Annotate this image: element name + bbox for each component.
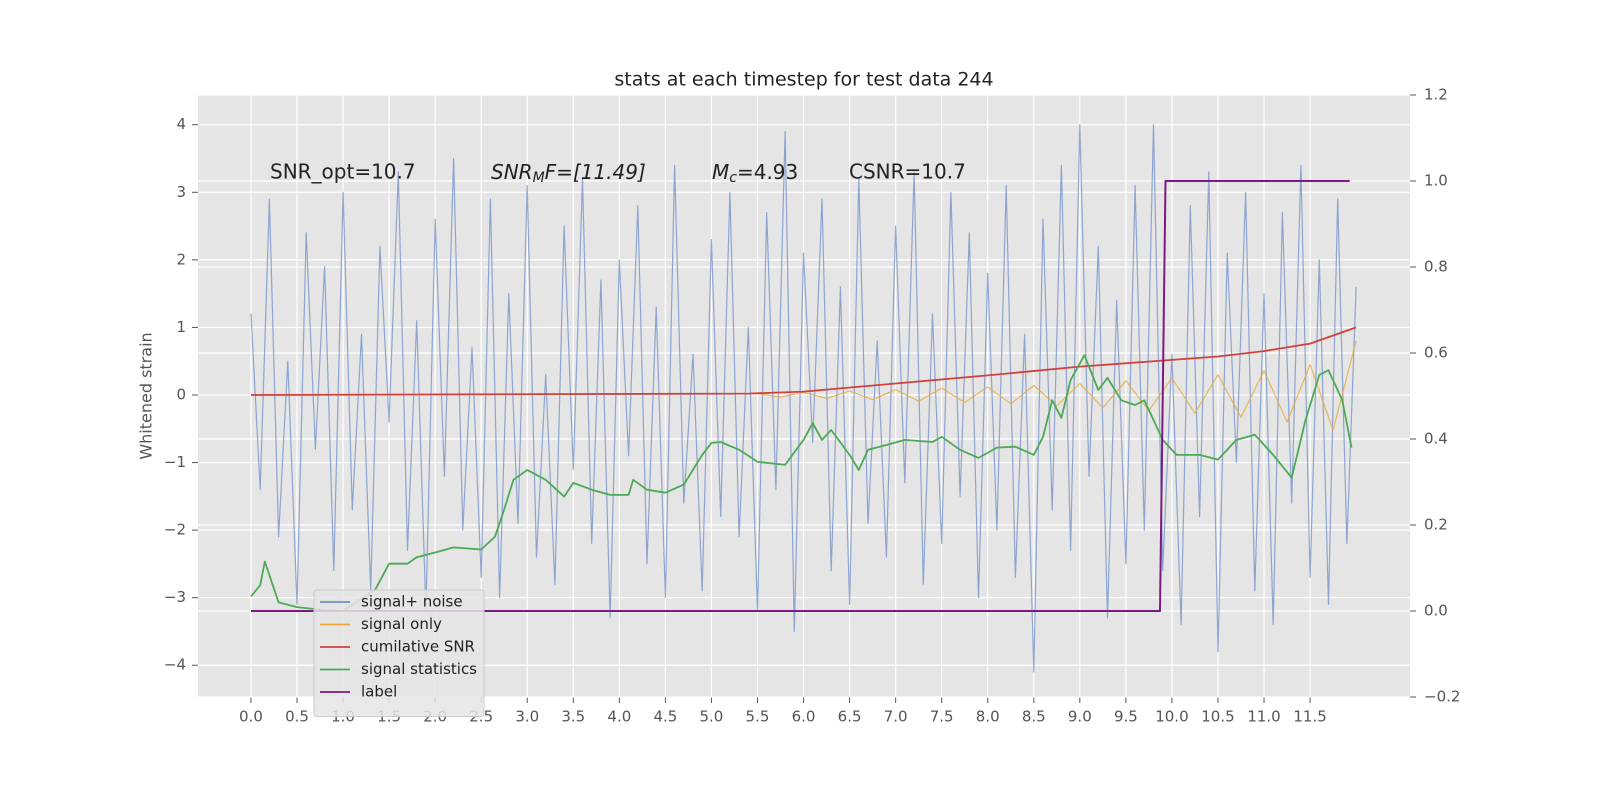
annotation-rest: F=[11.49] — [545, 160, 646, 184]
y-tick-label: −3 — [164, 588, 186, 606]
x-tick-label: 6.0 — [792, 708, 816, 726]
series-line — [250, 124, 1357, 673]
annotations: SNR_opt=10.7 SNRMF=[11.49] Mc=4.93 CSNR=10.… — [270, 160, 966, 187]
y2-tick-label: 1.0 — [1424, 172, 1448, 190]
y2-tick-label: 1.2 — [1424, 86, 1448, 104]
marks — [250, 124, 1357, 673]
x-tick-label: 10.0 — [1155, 708, 1188, 726]
annotation: SNRMF=[11.49] — [491, 160, 646, 187]
y2-tick-label: 0.8 — [1424, 258, 1448, 276]
annotation-sub: c — [729, 170, 737, 186]
x-tick-label: 8.5 — [1022, 708, 1046, 726]
x-tick-label: 7.0 — [884, 708, 908, 726]
chart-title: stats at each timestep for test data 244 — [614, 69, 993, 91]
annotation: SNR_opt=10.7 — [270, 160, 416, 184]
series-line — [251, 180, 1350, 612]
annotation: Mc=4.93 — [712, 160, 798, 187]
legend-box — [313, 589, 485, 717]
y2-tick-label: 0.2 — [1424, 516, 1448, 534]
annotation-sub: M — [533, 170, 545, 186]
legend-label: signal+ noise — [361, 593, 463, 611]
legend-label: label — [361, 683, 397, 701]
y-tick-label: 2 — [176, 250, 186, 268]
x-tick-label: 9.5 — [1114, 708, 1138, 726]
y-tick-label: 3 — [176, 183, 186, 201]
y2-tick-label: 0.4 — [1424, 430, 1448, 448]
y-tick-label: 1 — [176, 318, 186, 336]
x-tick-label: 4.0 — [607, 708, 631, 726]
x-tick-label: 10.5 — [1201, 708, 1234, 726]
x-tick-label: 11.5 — [1293, 708, 1326, 726]
annotation-rest: =4.93 — [737, 160, 798, 184]
annotation-main: M — [712, 160, 729, 184]
legend: signal+ noise signal only cumilative SNR si… — [313, 589, 485, 717]
annotation: CSNR=10.7 — [849, 160, 966, 184]
series-line — [757, 340, 1357, 431]
x-tick-label: 9.0 — [1068, 708, 1092, 726]
x-tick-label: 0.5 — [285, 708, 309, 726]
x-tick-label: 3.0 — [515, 708, 539, 726]
y2-tick-label: 0.6 — [1424, 344, 1448, 362]
series-line — [250, 326, 1357, 396]
x-tick-label: 11.0 — [1247, 708, 1280, 726]
annotation-main: SNR — [491, 160, 533, 184]
x-tick-label: 4.5 — [653, 708, 677, 726]
x-tick-label: 8.0 — [976, 708, 1000, 726]
x-tick-label: 7.5 — [930, 708, 954, 726]
x-tick-label: 6.5 — [838, 708, 862, 726]
legend-label: signal statistics — [361, 660, 477, 678]
x-tick-label: 5.0 — [700, 708, 724, 726]
y-tick-label: 0 — [176, 385, 186, 403]
legend-label: signal only — [361, 615, 442, 633]
x-tick-label: 5.5 — [746, 708, 770, 726]
y-axis-label: Whitened strain — [137, 332, 156, 459]
y2-tick-label: 0.0 — [1424, 602, 1448, 620]
legend-label: cumilative SNR — [361, 638, 475, 656]
y-tick-label: −2 — [164, 521, 186, 539]
x-tick-label: 0.0 — [239, 708, 263, 726]
y2-tick-label: −0.2 — [1424, 688, 1460, 706]
y-tick-label: 4 — [176, 115, 186, 133]
y-tick-label: −1 — [164, 453, 186, 471]
x-tick-label: 3.5 — [561, 708, 585, 726]
y-tick-label: −4 — [164, 656, 186, 674]
